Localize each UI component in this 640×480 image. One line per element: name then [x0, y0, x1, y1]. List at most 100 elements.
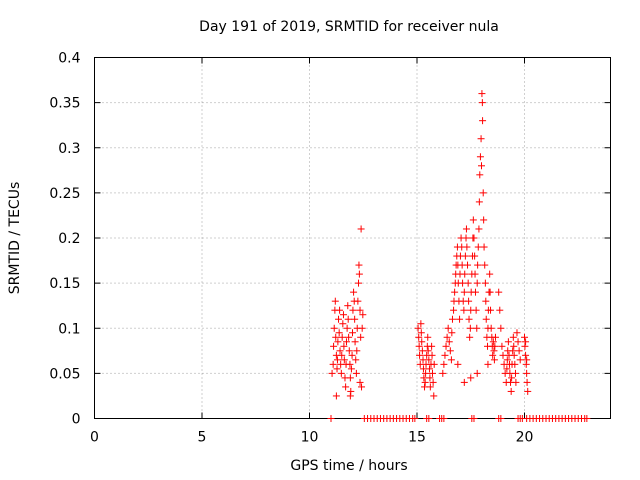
data-point	[416, 351, 424, 359]
data-point	[489, 338, 497, 346]
data-point	[343, 324, 351, 332]
axis-ticks	[94, 57, 611, 419]
data-point	[451, 288, 459, 296]
data-point	[471, 270, 479, 278]
data-point	[418, 338, 426, 346]
data-point	[475, 225, 483, 233]
data-point	[337, 369, 345, 377]
data-point	[329, 360, 337, 368]
data-point	[450, 306, 458, 314]
data-point	[332, 333, 340, 341]
data-point	[515, 347, 523, 355]
data-point	[486, 288, 494, 296]
data-point	[424, 347, 432, 355]
data-point	[507, 387, 515, 395]
data-point	[440, 360, 448, 368]
data-point	[443, 333, 451, 341]
y-tick-label: 0.05	[49, 366, 80, 382]
data-point	[330, 342, 338, 350]
y-tick-label: 0.35	[49, 96, 80, 112]
data-point	[444, 324, 452, 332]
data-point	[448, 315, 456, 323]
data-point	[356, 306, 364, 314]
data-point	[338, 351, 346, 359]
data-point	[478, 162, 485, 170]
data-point	[351, 315, 359, 323]
data-point	[447, 356, 455, 364]
data-point	[478, 90, 486, 98]
y-tick-labels: 0 0.05 0.1 0.15 0.2 0.25 0.3 0.35 0.4	[49, 51, 80, 428]
data-point	[489, 351, 497, 359]
data-point	[521, 333, 528, 341]
data-point	[439, 369, 447, 377]
data-point	[523, 369, 531, 377]
data-point	[424, 333, 432, 341]
data-points	[327, 90, 591, 422]
data-point	[471, 252, 479, 260]
data-point	[465, 315, 473, 323]
data-point	[479, 117, 487, 125]
data-point	[465, 297, 473, 305]
data-point	[335, 315, 343, 323]
data-point	[470, 234, 478, 242]
data-point	[521, 342, 529, 350]
data-point	[497, 415, 505, 422]
data-point	[355, 279, 363, 287]
data-point	[498, 342, 506, 350]
data-point	[583, 415, 591, 422]
data-point	[473, 369, 481, 377]
data-point	[473, 279, 481, 287]
data-point	[421, 378, 429, 386]
data-point	[425, 356, 433, 364]
data-point	[463, 243, 471, 251]
data-point	[334, 338, 342, 346]
data-point	[514, 338, 522, 346]
data-point	[487, 306, 495, 314]
y-axis-title: SRMTID / TECUs	[7, 182, 23, 295]
data-point	[460, 306, 468, 314]
data-point	[342, 338, 350, 346]
data-point	[414, 324, 422, 332]
data-point	[411, 415, 419, 422]
data-point	[336, 306, 344, 314]
x-axis-title: GPS time / hours	[290, 458, 407, 474]
data-point	[442, 342, 450, 350]
data-point	[481, 279, 489, 287]
data-point	[355, 270, 363, 278]
y-tick-label: 0.25	[49, 186, 80, 202]
data-point	[332, 392, 340, 400]
data-point	[462, 225, 470, 233]
data-point	[513, 329, 521, 337]
data-point	[429, 378, 437, 386]
data-point	[420, 374, 428, 382]
data-point	[479, 189, 487, 197]
data-point	[415, 342, 423, 350]
data-point	[499, 351, 507, 359]
data-point	[415, 333, 423, 341]
data-point	[510, 342, 518, 350]
data-point	[472, 306, 480, 314]
data-point	[330, 324, 338, 332]
data-point	[425, 365, 433, 373]
data-point	[430, 392, 438, 400]
data-point	[339, 311, 347, 319]
data-point	[491, 342, 499, 350]
data-point	[509, 333, 517, 341]
data-point	[340, 342, 348, 350]
data-point	[342, 383, 350, 391]
data-point	[339, 320, 347, 328]
data-point	[346, 392, 354, 400]
data-point	[476, 153, 484, 161]
data-point	[331, 297, 339, 305]
data-point	[504, 338, 512, 346]
data-point	[461, 252, 469, 260]
data-point	[473, 324, 481, 332]
data-point	[358, 324, 366, 332]
data-point	[481, 261, 489, 269]
data-point	[448, 329, 456, 337]
data-point	[490, 347, 498, 355]
data-point	[351, 338, 359, 346]
data-point	[496, 306, 504, 314]
data-point	[335, 329, 343, 337]
x-tick-label: 10	[301, 430, 319, 446]
